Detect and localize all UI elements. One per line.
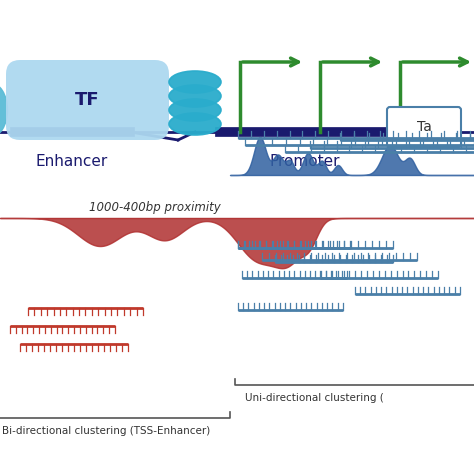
Ellipse shape — [169, 71, 221, 93]
Text: Uni-directional clustering (: Uni-directional clustering ( — [245, 393, 384, 403]
Text: Promoter: Promoter — [270, 154, 340, 169]
Text: Enhancer: Enhancer — [36, 154, 108, 169]
Ellipse shape — [0, 82, 8, 137]
Ellipse shape — [169, 99, 221, 121]
Ellipse shape — [169, 113, 221, 135]
FancyBboxPatch shape — [6, 60, 169, 140]
Text: Bi-directional clustering (TSS-Enhancer): Bi-directional clustering (TSS-Enhancer) — [2, 426, 210, 436]
Text: 1000-400bp proximity: 1000-400bp proximity — [89, 201, 221, 215]
Text: TF: TF — [75, 91, 100, 109]
FancyBboxPatch shape — [387, 107, 461, 147]
Text: Ta: Ta — [417, 120, 431, 134]
Ellipse shape — [169, 85, 221, 107]
